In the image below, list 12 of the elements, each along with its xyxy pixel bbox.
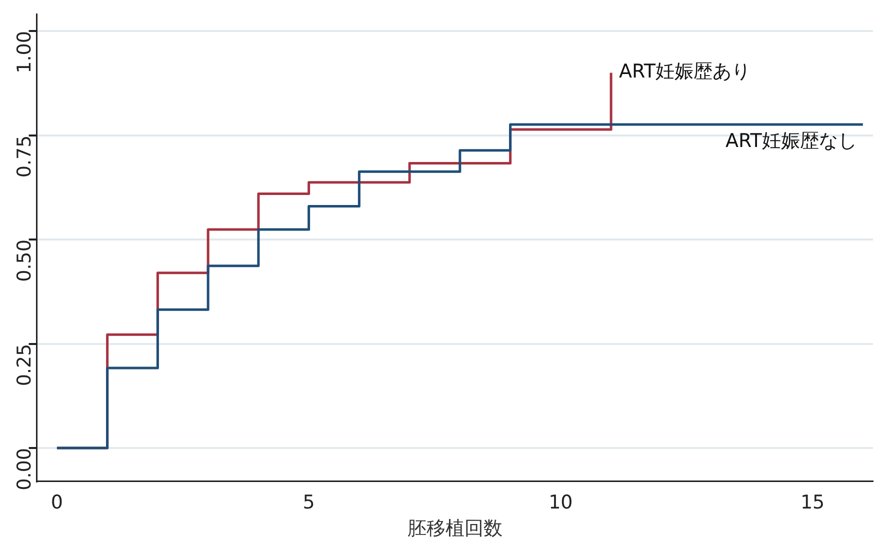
y-tick-label: 0.25 <box>14 344 36 386</box>
x-axis-title: 胚移植回数 <box>407 518 502 540</box>
series-label: ART妊娠歴あり <box>619 60 750 83</box>
x-tick-label: 15 <box>800 492 825 514</box>
y-tick-label: 1.00 <box>14 31 36 74</box>
x-tick-label: 0 <box>50 492 63 514</box>
y-tick-label: 0.75 <box>14 135 36 178</box>
y-tick-label: 0.50 <box>14 240 36 282</box>
x-tick-label: 10 <box>548 492 573 514</box>
series-label: ART妊娠歴なし <box>725 130 857 152</box>
x-tick-label: 5 <box>302 492 315 514</box>
y-tick-label: 0.00 <box>14 448 36 490</box>
